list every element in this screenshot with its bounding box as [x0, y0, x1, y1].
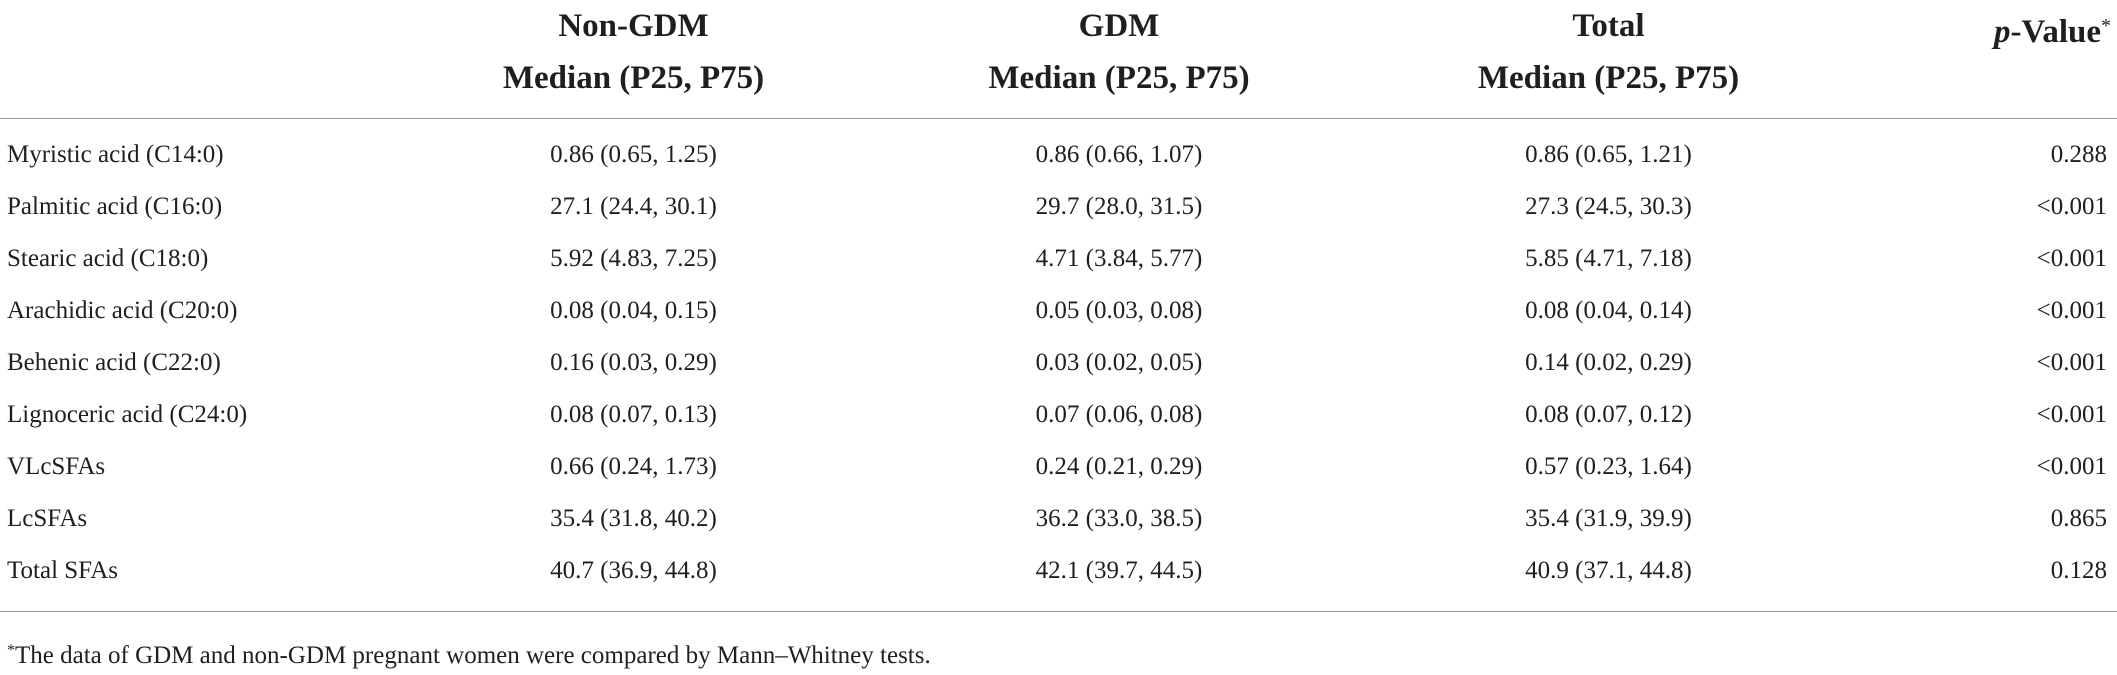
table-row: Arachidic acid (C20:0) 0.08 (0.04, 0.15) 0…	[0, 285, 2117, 337]
row-label: Myristic acid (C14:0)	[7, 141, 224, 168]
cell-p-value: 0.288	[2050, 141, 2107, 168]
cell-gdm: 0.24 (0.21, 0.29)	[1035, 453, 1203, 480]
cell-p-value: <0.001	[2036, 453, 2107, 480]
row-label: Lignoceric acid (C24:0)	[7, 401, 248, 428]
header-p-italic: p	[1994, 14, 2011, 50]
cell-non-gdm: 35.4 (31.8, 40.2)	[550, 505, 717, 532]
cell-gdm: 0.05 (0.03, 0.08)	[1035, 297, 1203, 324]
row-label: Behenic acid (C22:0)	[7, 349, 221, 376]
cell-total: 27.3 (24.5, 30.3)	[1525, 193, 1692, 220]
header-row: Non-GDM Median (P25, P75) GDM Median (P2…	[0, 0, 2117, 119]
cell-total: 40.9 (37.1, 44.8)	[1371, 545, 1846, 612]
table-body: Myristic acid (C14:0) 0.86 (0.65, 1.25) 0.…	[0, 119, 2117, 612]
cell-p-value: <0.001	[2036, 349, 2107, 376]
table-row: VLcSFAs 0.66 (0.24, 1.73) 0.24 (0.21, 0.29…	[0, 441, 2117, 493]
footnote-marker: *	[7, 642, 15, 659]
cell-gdm: 36.2 (33.0, 38.5)	[1035, 505, 1203, 532]
cell-total: 0.57 (0.23, 1.64)	[1525, 453, 1692, 480]
row-label: VLcSFAs	[7, 453, 106, 480]
row-label: Total SFAs	[0, 545, 400, 612]
cell-gdm: 0.03 (0.02, 0.05)	[1035, 349, 1203, 376]
cell-non-gdm: 0.08 (0.04, 0.15)	[550, 297, 717, 324]
cell-gdm: 0.07 (0.06, 0.08)	[1035, 401, 1203, 428]
header-total-subtitle: Median (P25, P75)	[1477, 60, 1740, 96]
row-label: LcSFAs	[7, 505, 88, 532]
cell-non-gdm: 5.92 (4.83, 7.25)	[550, 245, 717, 272]
cell-p-value: <0.001	[2036, 401, 2107, 428]
cell-non-gdm: 27.1 (24.4, 30.1)	[550, 193, 717, 220]
cell-total: 0.86 (0.65, 1.21)	[1525, 141, 1692, 168]
header-empty	[0, 0, 400, 119]
row-label: Palmitic acid (C16:0)	[7, 193, 223, 220]
table-row: LcSFAs 35.4 (31.8, 40.2) 36.2 (33.0, 38.5)…	[0, 493, 2117, 545]
fatty-acid-table: Non-GDM Median (P25, P75) GDM Median (P2…	[0, 0, 2117, 612]
cell-p-value: <0.001	[2036, 297, 2107, 324]
table-row: Stearic acid (C18:0) 5.92 (4.83, 7.25) 4.7…	[0, 233, 2117, 285]
cell-p-value: <0.001	[2036, 245, 2107, 272]
row-label: Arachidic acid (C20:0)	[7, 297, 238, 324]
cell-non-gdm: 0.16 (0.03, 0.29)	[550, 349, 717, 376]
cell-non-gdm: 40.7 (36.9, 44.8)	[400, 545, 867, 612]
cell-total: 35.4 (31.9, 39.9)	[1525, 505, 1692, 532]
cell-p-value: 0.128	[1846, 545, 2117, 612]
header-non-gdm-subtitle: Median (P25, P75)	[502, 60, 765, 96]
header-gdm-title: GDM	[1078, 8, 1160, 44]
table-row: Behenic acid (C22:0) 0.16 (0.03, 0.29) 0.0…	[0, 337, 2117, 389]
cell-gdm: 4.71 (3.84, 5.77)	[1035, 245, 1203, 272]
header-p-rest: -Value	[2010, 14, 2101, 50]
cell-gdm: 29.7 (28.0, 31.5)	[1035, 193, 1203, 220]
footnote-text: The data of GDM and non-GDM pregnant wom…	[15, 642, 931, 669]
cell-gdm: 42.1 (39.7, 44.5)	[867, 545, 1371, 612]
cell-non-gdm: 0.08 (0.07, 0.13)	[550, 401, 717, 428]
table-row: Lignoceric acid (C24:0) 0.08 (0.07, 0.13)…	[0, 389, 2117, 441]
header-total: Total Median (P25, P75)	[1371, 0, 1846, 119]
cell-p-value: 0.865	[2050, 505, 2107, 532]
header-p-value: p-Value*	[1846, 0, 2117, 119]
cell-total: 5.85 (4.71, 7.18)	[1525, 245, 1692, 272]
cell-gdm: 0.86 (0.66, 1.07)	[1035, 141, 1203, 168]
row-label: Stearic acid (C18:0)	[7, 245, 209, 272]
cell-non-gdm: 0.86 (0.65, 1.25)	[550, 141, 717, 168]
header-non-gdm-title: Non-GDM	[558, 8, 709, 44]
table-row: Myristic acid (C14:0) 0.86 (0.65, 1.25) 0.…	[0, 119, 2117, 182]
header-p-marker: *	[2101, 15, 2111, 37]
cell-total: 0.08 (0.04, 0.14)	[1525, 297, 1692, 324]
header-total-title: Total	[1572, 8, 1645, 44]
table-header: Non-GDM Median (P25, P75) GDM Median (P2…	[0, 0, 2117, 119]
table-row: Palmitic acid (C16:0) 27.1 (24.4, 30.1) 29…	[0, 181, 2117, 233]
cell-p-value: <0.001	[2036, 193, 2107, 220]
header-non-gdm: Non-GDM Median (P25, P75)	[400, 0, 867, 119]
header-gdm: GDM Median (P25, P75)	[867, 0, 1371, 119]
table-row: Total SFAs 40.7 (36.9, 44.8) 42.1 (39.7, 4…	[0, 545, 2117, 612]
cell-total: 0.14 (0.02, 0.29)	[1525, 349, 1692, 376]
cell-non-gdm: 0.66 (0.24, 1.73)	[550, 453, 717, 480]
footnote: *The data of GDM and non-GDM pregnant wo…	[7, 636, 931, 671]
header-gdm-subtitle: Median (P25, P75)	[988, 60, 1250, 96]
cell-total: 0.08 (0.07, 0.12)	[1525, 401, 1692, 428]
